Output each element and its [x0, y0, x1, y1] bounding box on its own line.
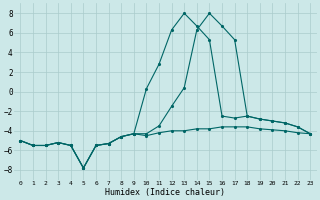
- X-axis label: Humidex (Indice chaleur): Humidex (Indice chaleur): [105, 188, 225, 197]
